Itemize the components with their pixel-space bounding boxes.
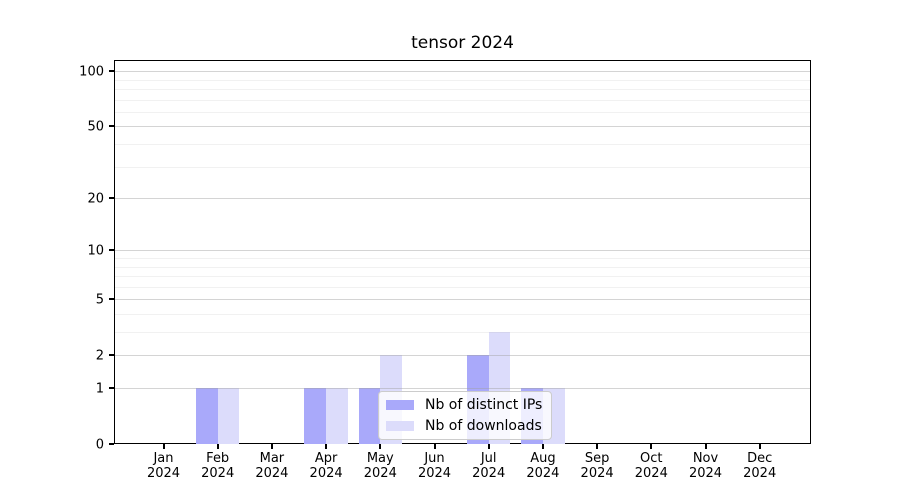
x-axis-tick — [758, 444, 761, 449]
x-axis-tick — [162, 444, 165, 449]
x-axis-tick-label: Mar 2024 — [240, 451, 304, 481]
x-axis-tick — [541, 444, 544, 449]
month-label: Mar — [259, 451, 285, 466]
year-label: 2024 — [634, 466, 668, 481]
year-label: 2024 — [526, 466, 560, 481]
y-axis-tick — [109, 70, 114, 73]
bar-downloads-feb — [217, 388, 240, 444]
x-axis-tick — [216, 444, 219, 449]
y-axis-tick-label: 0 — [95, 437, 104, 452]
bar-distinct-ips-feb — [196, 388, 218, 444]
legend-entry: Nb of distinct IPs — [386, 397, 542, 413]
legend-swatch-icon — [386, 400, 414, 410]
y-axis-tick-label: 1 — [95, 381, 104, 396]
month-label: Sep — [584, 451, 610, 466]
y-axis-tick — [109, 125, 114, 128]
bar-distinct-ips-may — [358, 388, 381, 444]
y-axis-tick-label: 20 — [87, 191, 104, 207]
x-axis-tick — [270, 444, 273, 449]
x-axis-tick-label: Jun 2024 — [403, 451, 467, 481]
y-axis-tick — [109, 443, 114, 445]
y-axis-tick — [109, 249, 114, 252]
x-axis-tick-label: Dec 2024 — [728, 451, 792, 481]
month-label: Jan — [153, 451, 174, 466]
month-label: Dec — [747, 451, 773, 466]
x-axis-tick-label: Nov 2024 — [674, 451, 738, 481]
month-label: Nov — [692, 451, 719, 466]
x-axis-tick — [650, 444, 653, 449]
x-axis-tick-label: Jul 2024 — [457, 451, 521, 481]
x-axis-tick — [325, 444, 328, 449]
y-axis-tick-label: 5 — [95, 292, 104, 308]
chart-title: tensor 2024 — [411, 33, 514, 53]
y-axis-tick — [109, 354, 114, 357]
month-label: Jun — [424, 451, 445, 466]
y-axis-tick-label: 50 — [87, 119, 104, 135]
x-axis-tick-label: Feb 2024 — [186, 451, 250, 481]
y-axis-tick-label: 10 — [87, 243, 104, 259]
legend-swatch-icon — [386, 421, 414, 431]
x-axis-tick — [704, 444, 707, 449]
bar-downloads-apr — [326, 388, 348, 444]
month-label: May — [366, 451, 394, 466]
month-label: Jul — [480, 451, 497, 466]
x-axis-tick-label: Aug 2024 — [511, 451, 575, 481]
x-axis-tick — [433, 444, 436, 449]
year-label: 2024 — [417, 466, 452, 481]
legend-entry: Nb of downloads — [386, 418, 542, 434]
month-label: Oct — [640, 451, 663, 466]
year-label: 2024 — [743, 466, 777, 481]
year-label: 2024 — [472, 466, 506, 481]
x-axis-tick-label: May 2024 — [348, 451, 412, 481]
y-axis-tick — [109, 387, 114, 389]
x-axis-tick-label: Sep 2024 — [565, 451, 629, 481]
year-label: 2024 — [255, 466, 289, 481]
year-label: 2024 — [363, 466, 397, 481]
x-axis-tick — [596, 444, 599, 449]
x-axis-tick — [487, 444, 490, 449]
y-axis-tick — [109, 197, 114, 200]
bar-distinct-ips-apr — [304, 388, 327, 444]
year-label: 2024 — [309, 466, 343, 481]
legend-label: Nb of distinct IPs — [425, 397, 543, 413]
month-label: Aug — [530, 451, 556, 466]
plot-area — [114, 60, 811, 444]
x-axis-tick-label: Oct 2024 — [619, 451, 683, 481]
year-label: 2024 — [146, 466, 181, 481]
y-axis-tick-label: 2 — [95, 348, 104, 364]
month-label: Feb — [206, 451, 230, 466]
x-axis-tick-label: Jan 2024 — [132, 451, 196, 481]
x-axis-tick — [379, 444, 382, 449]
x-axis-tick-label: Apr 2024 — [294, 451, 358, 481]
year-label: 2024 — [201, 466, 235, 481]
legend: Nb of distinct IPs Nb of downloads — [378, 391, 553, 440]
year-label: 2024 — [688, 466, 723, 481]
year-label: 2024 — [580, 466, 614, 481]
y-axis-tick-label: 100 — [79, 64, 104, 80]
month-label: Apr — [314, 451, 338, 466]
legend-label: Nb of downloads — [425, 418, 542, 434]
y-axis-tick — [109, 298, 114, 301]
